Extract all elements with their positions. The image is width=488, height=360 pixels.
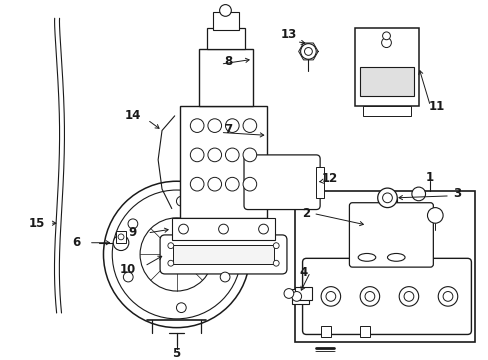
Ellipse shape — [358, 253, 375, 261]
Circle shape — [243, 119, 256, 132]
Circle shape — [225, 148, 239, 162]
Circle shape — [411, 187, 425, 201]
Circle shape — [321, 287, 340, 306]
Circle shape — [160, 238, 192, 271]
Circle shape — [300, 44, 316, 59]
Circle shape — [225, 177, 239, 191]
Circle shape — [123, 272, 133, 282]
Text: 15: 15 — [29, 217, 45, 230]
Bar — [294, 287, 312, 300]
Circle shape — [382, 193, 391, 203]
Circle shape — [220, 227, 229, 237]
Circle shape — [140, 218, 213, 291]
Circle shape — [398, 287, 418, 306]
Text: 11: 11 — [428, 100, 445, 113]
Bar — [316, 167, 324, 198]
Circle shape — [360, 287, 379, 306]
Bar — [360, 326, 369, 337]
Circle shape — [442, 292, 452, 301]
Bar — [362, 106, 410, 116]
Circle shape — [207, 177, 221, 191]
Text: 4: 4 — [299, 266, 307, 279]
Circle shape — [113, 235, 128, 251]
Circle shape — [284, 289, 293, 298]
Circle shape — [190, 119, 203, 132]
Text: 13: 13 — [280, 28, 296, 41]
Circle shape — [190, 177, 203, 191]
Circle shape — [176, 303, 186, 312]
Text: 3: 3 — [452, 188, 460, 201]
Text: 1: 1 — [425, 171, 433, 184]
Bar — [291, 289, 309, 304]
Circle shape — [437, 287, 457, 306]
Text: 7: 7 — [224, 123, 232, 136]
Circle shape — [243, 177, 256, 191]
Bar — [171, 218, 275, 240]
Circle shape — [243, 148, 256, 162]
FancyBboxPatch shape — [302, 258, 470, 334]
Circle shape — [190, 148, 203, 162]
Circle shape — [427, 208, 442, 223]
FancyBboxPatch shape — [349, 203, 432, 267]
Text: 10: 10 — [120, 262, 136, 276]
Bar — [212, 12, 239, 30]
Bar — [294, 191, 474, 342]
Bar — [179, 106, 267, 218]
Circle shape — [178, 224, 188, 234]
Circle shape — [207, 148, 221, 162]
FancyBboxPatch shape — [160, 235, 286, 274]
Circle shape — [167, 243, 173, 249]
Bar — [199, 49, 252, 106]
Circle shape — [225, 119, 239, 132]
Circle shape — [403, 292, 413, 301]
Circle shape — [128, 219, 138, 229]
Circle shape — [112, 190, 241, 319]
Circle shape — [325, 292, 335, 301]
Circle shape — [273, 260, 279, 266]
Bar — [355, 28, 418, 106]
Circle shape — [304, 48, 312, 55]
Text: 6: 6 — [72, 236, 80, 249]
Ellipse shape — [386, 253, 404, 261]
FancyBboxPatch shape — [244, 155, 320, 210]
Circle shape — [381, 38, 390, 48]
Circle shape — [291, 292, 301, 301]
Bar — [206, 28, 244, 49]
Circle shape — [258, 224, 268, 234]
Text: 12: 12 — [321, 172, 337, 185]
Circle shape — [218, 224, 228, 234]
Circle shape — [176, 196, 186, 206]
Text: 5: 5 — [172, 347, 181, 360]
Text: 9: 9 — [128, 226, 137, 239]
Circle shape — [273, 243, 279, 249]
Circle shape — [118, 234, 124, 240]
Circle shape — [207, 119, 221, 132]
Bar — [172, 245, 274, 264]
Circle shape — [220, 272, 229, 282]
Text: 2: 2 — [302, 207, 310, 220]
Bar — [360, 67, 413, 96]
Circle shape — [364, 292, 374, 301]
Bar — [116, 231, 126, 243]
Bar — [321, 326, 330, 337]
Circle shape — [219, 5, 231, 16]
Text: 14: 14 — [124, 109, 141, 122]
Circle shape — [103, 181, 249, 328]
Text: 8: 8 — [224, 55, 232, 68]
Circle shape — [382, 32, 389, 40]
Circle shape — [167, 260, 173, 266]
Circle shape — [377, 188, 396, 208]
